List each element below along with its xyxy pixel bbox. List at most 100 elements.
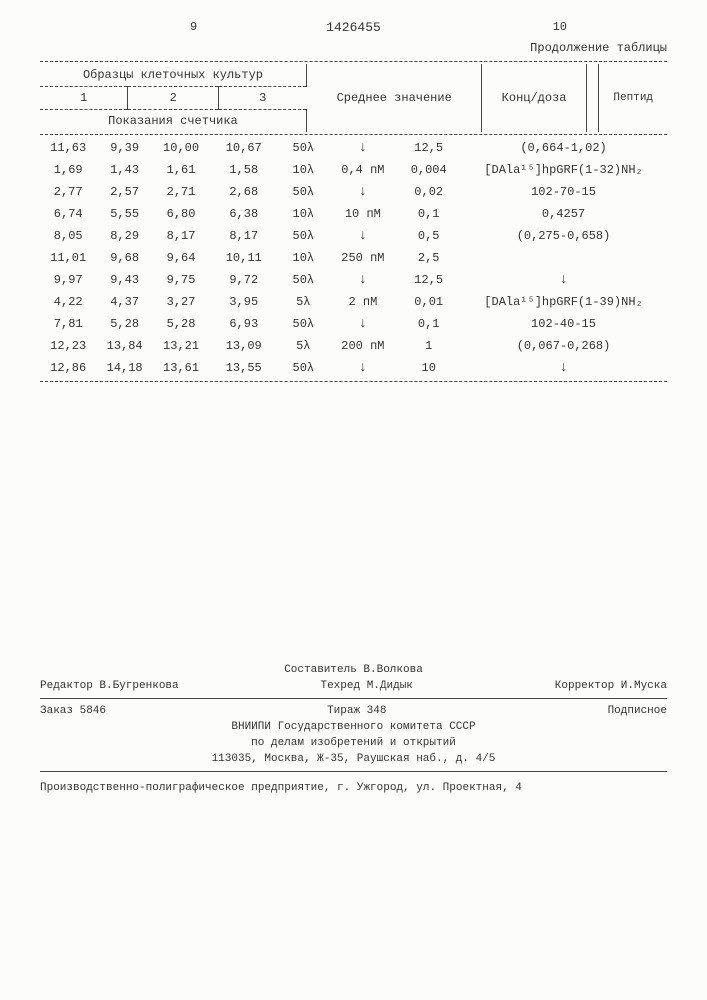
table-row: 11,639,3910,0010,6750λ↓12,5(0,664-1,02) — [40, 137, 667, 159]
cell: 2,71 — [153, 181, 209, 203]
cell: 8,17 — [153, 225, 209, 247]
subscription: Подписное — [608, 705, 667, 717]
down-arrow-icon: ↓ — [359, 272, 367, 288]
cell: 6,93 — [209, 313, 278, 335]
table-row: 12,2313,8413,2113,095λ200 пМ1(0,067-0,26… — [40, 335, 667, 357]
cell: 50λ — [278, 225, 328, 247]
down-arrow-icon: ↓ — [359, 184, 367, 200]
cell: 0,1 — [397, 313, 460, 335]
cell: 11,01 — [40, 247, 96, 269]
cell: ↓ — [328, 181, 397, 203]
cell: (0,664-1,02) — [460, 137, 667, 159]
cell: 2,68 — [209, 181, 278, 203]
org1: ВНИИПИ Государственного комитета СССР — [40, 719, 667, 735]
cell: 0,02 — [397, 181, 460, 203]
header-c1: 1 — [40, 87, 128, 110]
header-c2: 2 — [128, 87, 219, 110]
table-row: 9,979,439,759,7250λ↓12,5↓ — [40, 269, 667, 291]
editor: Редактор В.Бугренкова — [40, 680, 179, 692]
org2: по делам изобретений и открытий — [40, 735, 667, 751]
cell: 4,22 — [40, 291, 96, 313]
table-row: 7,815,285,286,9350λ↓0,1102-40-15 — [40, 313, 667, 335]
printer: Производственно-полиграфическое предприя… — [40, 776, 667, 794]
corrector: Корректор И.Муска — [555, 680, 667, 692]
cell: 2,57 — [96, 181, 152, 203]
cell: 1,61 — [153, 159, 209, 181]
cell: 50λ — [278, 313, 328, 335]
cell: 2,5 — [397, 247, 460, 269]
page-left: 9 — [190, 20, 197, 34]
cell: 12,5 — [397, 137, 460, 159]
order: Заказ 5846 — [40, 705, 106, 717]
cell: 0,4 пМ — [328, 159, 397, 181]
cell: 2,77 — [40, 181, 96, 203]
table-row: 11,019,689,6410,1110λ250 пМ2,5 — [40, 247, 667, 269]
cell: 9,43 — [96, 269, 152, 291]
cell: 13,09 — [209, 335, 278, 357]
header-conc: Конц/доза — [482, 64, 586, 132]
data-body: 11,639,3910,0010,6750λ↓12,5(0,664-1,02)1… — [40, 137, 667, 379]
cell: 50λ — [278, 137, 328, 159]
cell: ↓ — [460, 269, 667, 291]
cell: 12,23 — [40, 335, 96, 357]
cell: 4,37 — [96, 291, 152, 313]
cell: 14,18 — [96, 357, 152, 379]
table-row: 8,058,298,178,1750λ↓0,5(0,275-0,658) — [40, 225, 667, 247]
cell: 6,80 — [153, 203, 209, 225]
cell: 0,004 — [397, 159, 460, 181]
divider — [40, 771, 667, 772]
cell: 2 пМ — [328, 291, 397, 313]
cell: 3,27 — [153, 291, 209, 313]
divider — [40, 698, 667, 699]
cell: 102-70-15 — [460, 181, 667, 203]
cell: (0,067-0,268) — [460, 335, 667, 357]
address: 113035, Москва, Ж-35, Раушская наб., д. … — [40, 751, 667, 767]
cell: 1,43 — [96, 159, 152, 181]
cell: ↓ — [328, 313, 397, 335]
cell: 8,05 — [40, 225, 96, 247]
down-arrow-icon: ↓ — [359, 140, 367, 156]
divider — [40, 61, 667, 62]
down-arrow-icon: ↓ — [559, 272, 567, 288]
page-right: 10 — [553, 20, 567, 34]
cell: 10,11 — [209, 247, 278, 269]
header-avg: Среднее значение — [306, 64, 482, 132]
cell: 9,72 — [209, 269, 278, 291]
cell: 13,55 — [209, 357, 278, 379]
down-arrow-icon: ↓ — [359, 228, 367, 244]
down-arrow-icon: ↓ — [559, 360, 567, 376]
cell: 0,5 — [397, 225, 460, 247]
table-row: 1,691,431,611,5810λ0,4 пМ0,004[DAla¹⁵]hp… — [40, 159, 667, 181]
cell: 0,1 — [397, 203, 460, 225]
cell: ↓ — [328, 357, 397, 379]
table-row: 2,772,572,712,6850λ↓0,02102-70-15 — [40, 181, 667, 203]
cell: ↓ — [328, 137, 397, 159]
cell: 10λ — [278, 247, 328, 269]
header-c3: 3 — [219, 87, 307, 110]
cell: 10λ — [278, 203, 328, 225]
header-dose-blank — [586, 64, 599, 132]
cell: 8,17 — [209, 225, 278, 247]
cell: 10 пМ — [328, 203, 397, 225]
tech: Техред М.Дидык — [320, 680, 412, 692]
cell: (0,275-0,658) — [460, 225, 667, 247]
cell: 50λ — [278, 269, 328, 291]
cell: 10,67 — [209, 137, 278, 159]
cell: 1 — [397, 335, 460, 357]
cell: 1,69 — [40, 159, 96, 181]
header-counter: Показания счетчика — [40, 110, 306, 133]
cell: ↓ — [328, 269, 397, 291]
cell: 7,81 — [40, 313, 96, 335]
cell: [DAla¹⁵]hpGRF(1-32)NH₂ — [460, 159, 667, 181]
cell: 9,75 — [153, 269, 209, 291]
cell: 0,01 — [397, 291, 460, 313]
cell: 0,4257 — [460, 203, 667, 225]
cell: 10,00 — [153, 137, 209, 159]
compiler: Составитель В.Волкова — [40, 662, 667, 678]
cell: 9,68 — [96, 247, 152, 269]
cell: 9,64 — [153, 247, 209, 269]
cell: 5,28 — [96, 313, 152, 335]
divider — [40, 134, 667, 135]
divider — [40, 381, 667, 382]
cell: 13,21 — [153, 335, 209, 357]
